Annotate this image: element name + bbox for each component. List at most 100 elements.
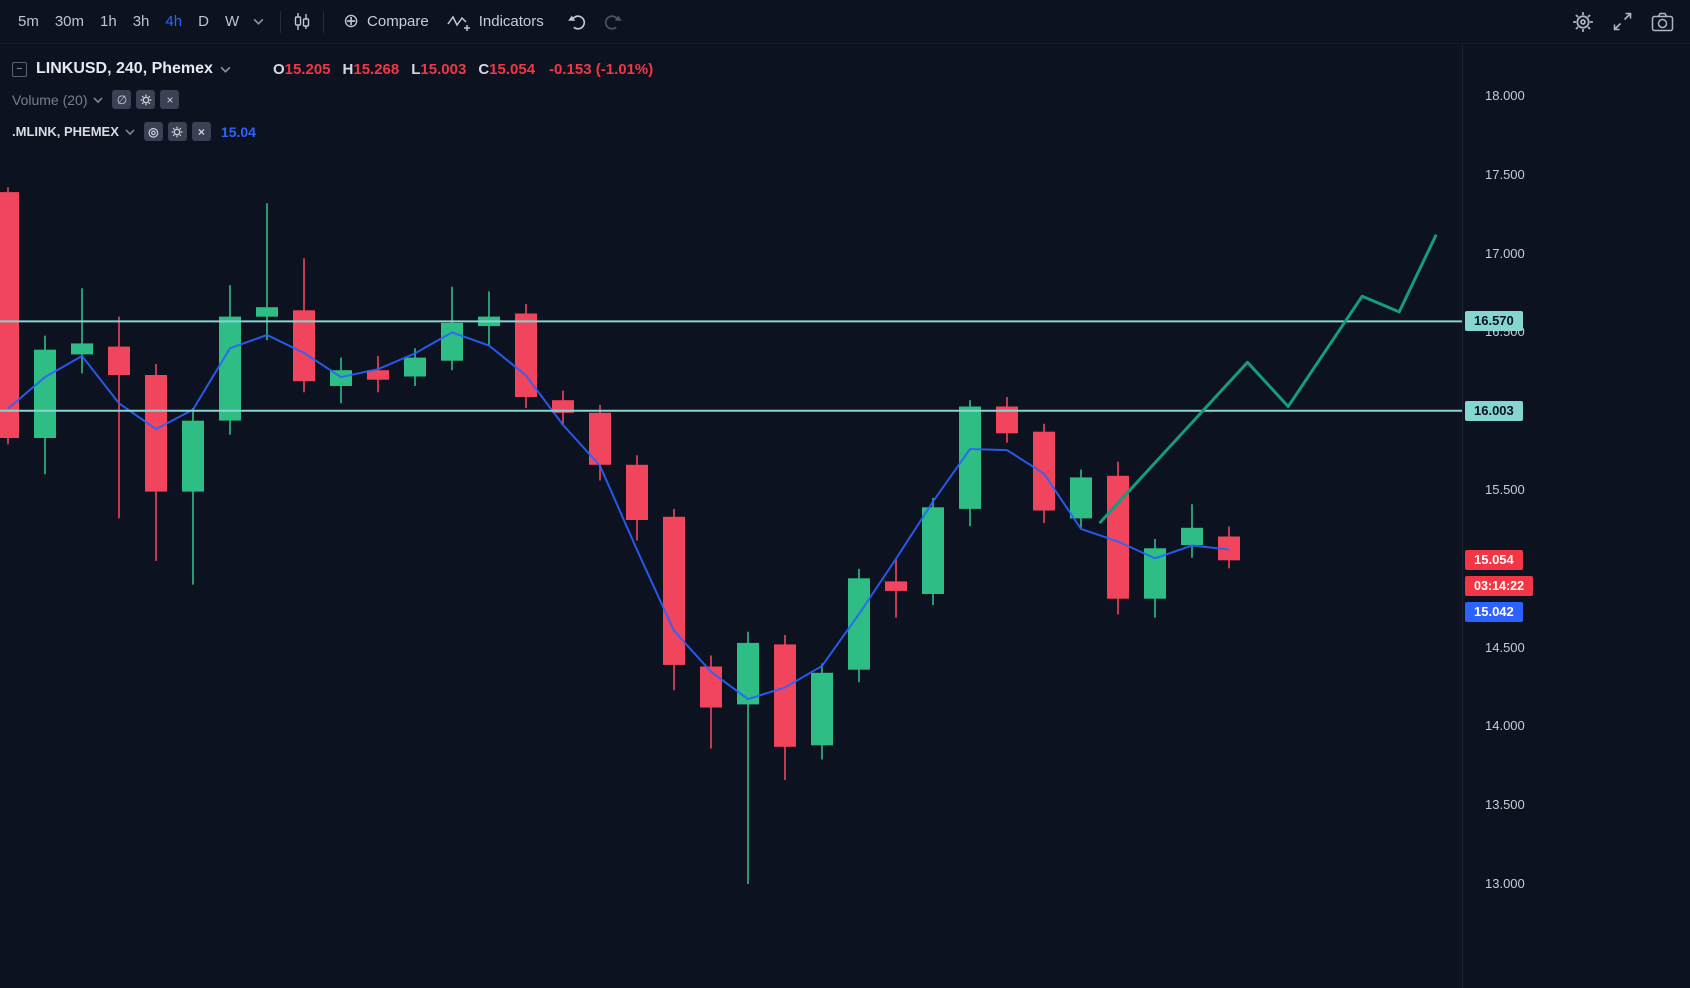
volume-settings-gear-icon[interactable]	[136, 90, 156, 109]
level-price-badge: 16.570	[1465, 311, 1523, 332]
candle-body	[885, 581, 907, 591]
index-indicator-title[interactable]: .MLINK, PHEMEX	[12, 124, 119, 139]
toolbar: 5m 30m 1h 3h 4h D W ⊕ Compare Indicators	[0, 0, 1690, 44]
low-value: 15.003	[420, 60, 467, 78]
drawn-trendline[interactable]	[1098, 234, 1438, 525]
candle-body	[589, 412, 611, 465]
level-price-badge: 16.003	[1465, 400, 1523, 421]
index-settings-gear-icon[interactable]	[167, 122, 187, 141]
candle-body	[515, 313, 537, 397]
candle-body	[1033, 431, 1055, 511]
close-value: 15.054	[489, 60, 536, 78]
ohlc-values: O15.205 H15.268 L15.003 C15.054 -0.153 (…	[273, 61, 653, 78]
open-label: O	[272, 60, 285, 78]
index-close-icon[interactable]: ×	[191, 122, 211, 141]
candle-body	[552, 400, 574, 413]
candle-body	[959, 406, 981, 509]
toolbar-separator	[280, 10, 282, 33]
timeframe-3h[interactable]: 3h	[125, 10, 158, 33]
price-tick: 17.500	[1485, 166, 1525, 182]
symbol-chevron-down-icon[interactable]	[220, 66, 231, 73]
candle-body	[922, 507, 944, 594]
candle-body	[219, 316, 241, 421]
redo-icon[interactable]	[602, 12, 623, 32]
last-price-badge: 15.054	[1465, 550, 1523, 571]
candle-body	[256, 307, 278, 317]
candle-body	[811, 672, 833, 746]
camera-screenshot-icon[interactable]	[1651, 12, 1674, 32]
symbol-row: − LINKUSD, 240, Phemex O15.205 H15.268 L…	[12, 60, 653, 78]
volume-close-icon[interactable]: ×	[160, 90, 180, 109]
candle-body	[145, 375, 167, 492]
high-value: 15.268	[353, 60, 400, 78]
candle-body	[293, 310, 315, 382]
candle-body	[367, 370, 389, 380]
fullscreen-icon[interactable]	[1612, 11, 1633, 32]
candles-layer	[0, 187, 1240, 884]
candle-body	[1107, 475, 1129, 599]
volume-indicator-row: Volume (20) ∅ ×	[12, 90, 653, 109]
high-label: H	[342, 60, 354, 78]
candle-body	[404, 357, 426, 377]
volume-indicator-title[interactable]: Volume (20)	[12, 91, 88, 108]
price-tick: 13.000	[1485, 876, 1525, 891]
candle-body	[848, 578, 870, 670]
settings-gear-icon[interactable]	[1572, 11, 1594, 33]
timeframe-4h[interactable]: 4h	[157, 10, 190, 33]
volume-chevron-down-icon[interactable]	[93, 96, 104, 103]
undo-icon[interactable]	[567, 12, 588, 32]
candle-body	[1218, 536, 1240, 561]
compare-button[interactable]: ⊕ Compare	[334, 8, 438, 35]
legend: − LINKUSD, 240, Phemex O15.205 H15.268 L…	[12, 60, 653, 141]
toolbar-separator	[323, 10, 325, 33]
candle-body	[0, 192, 19, 438]
timeframe-W[interactable]: W	[217, 10, 247, 33]
index-price-badge: 15.042	[1465, 602, 1523, 623]
low-label: L	[411, 60, 421, 78]
change-value: -0.153 (-1.01%)	[549, 60, 654, 78]
price-tick: 13.500	[1485, 797, 1525, 813]
chart-style-candles-icon[interactable]	[291, 11, 313, 33]
indicators-button[interactable]: Indicators	[438, 8, 553, 36]
index-current-value: 15.04	[220, 123, 256, 140]
countdown-badge: 03:14:22	[1465, 576, 1534, 597]
compare-label: Compare	[367, 13, 429, 30]
close-label: C	[478, 60, 490, 78]
timeframe-D[interactable]: D	[190, 10, 217, 33]
price-tick: 15.500	[1485, 482, 1525, 497]
candle-body	[996, 406, 1018, 434]
index-price-line	[7, 331, 1230, 701]
candle-body	[182, 420, 204, 492]
price-tick: 14.500	[1485, 639, 1525, 655]
price-tick: 14.000	[1485, 718, 1525, 734]
candle-body	[774, 644, 796, 747]
candle-body	[34, 349, 56, 438]
index-chevron-down-icon[interactable]	[125, 128, 135, 135]
timeframe-1h[interactable]: 1h	[92, 10, 125, 33]
candle-body	[71, 343, 93, 355]
timeframe-30m[interactable]: 30m	[47, 10, 92, 33]
candle-body	[108, 346, 130, 375]
candle-body	[626, 464, 648, 520]
timeframe-5m[interactable]: 5m	[10, 10, 47, 33]
timeframe-menu-chevron-down-icon[interactable]	[247, 14, 270, 29]
price-tick: 18.000	[1485, 88, 1525, 103]
candle-body	[737, 642, 759, 705]
symbol-title[interactable]: LINKUSD, 240, Phemex	[36, 60, 213, 77]
index-indicator-row: .MLINK, PHEMEX ◎ × 15.04	[12, 122, 653, 141]
price-axis[interactable]: 18.000 17.500 17.000 16.500 15.500 14.500 14.0…	[1462, 44, 1690, 988]
indicators-squiggle-icon	[447, 15, 470, 31]
index-eye-icon[interactable]: ◎	[143, 122, 163, 141]
collapse-legend-icon[interactable]: −	[12, 61, 27, 77]
open-value: 15.205	[284, 60, 331, 78]
circle-plus-icon: ⊕	[343, 11, 360, 32]
price-tick: 17.000	[1485, 245, 1525, 261]
candle-body	[441, 322, 463, 361]
volume-hidden-eye-icon[interactable]: ∅	[112, 90, 132, 109]
candle-body	[1070, 477, 1092, 519]
candle-body	[1181, 527, 1203, 546]
candle-body	[663, 516, 685, 665]
indicators-label: Indicators	[478, 13, 544, 30]
